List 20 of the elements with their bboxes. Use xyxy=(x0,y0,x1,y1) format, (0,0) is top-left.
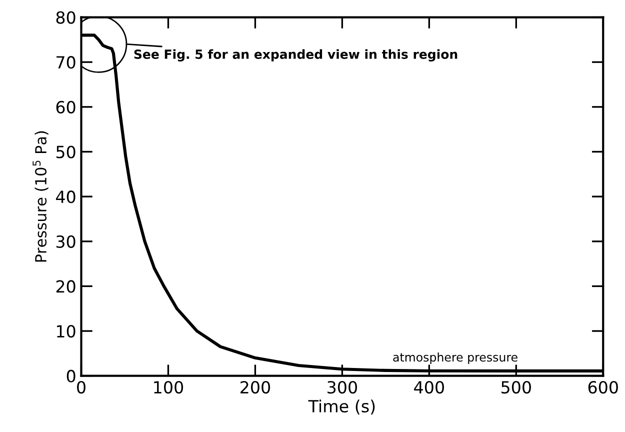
y-tick-label: 10 xyxy=(57,324,76,338)
x-axis-title: Time (s) xyxy=(308,400,375,414)
annotation: See Fig. 5 for an expanded view in this region xyxy=(134,49,458,62)
y-tick-label: 70 xyxy=(56,56,76,69)
y-tick-label: 20 xyxy=(56,280,76,293)
x-tick-label: 400 xyxy=(414,380,444,394)
y-tick-label: 80 xyxy=(56,11,76,24)
x-tick-label: 300 xyxy=(328,380,357,394)
annotation: atmosphere pressure xyxy=(393,352,518,364)
y-tick-label: 0 xyxy=(66,370,76,382)
y-tick-label: 30 xyxy=(56,235,76,248)
y-axis-title: Pressure (10$^{5}$ Pa) xyxy=(32,131,48,262)
x-tick-label: 600 xyxy=(588,380,618,394)
y-tick-label: 50 xyxy=(56,146,76,158)
y-tick-label: 40 xyxy=(56,190,76,204)
x-tick-label: 100 xyxy=(154,380,184,394)
x-tick-label: 0 xyxy=(77,380,86,394)
x-tick-label: 500 xyxy=(502,380,531,394)
y-tick-label: 60 xyxy=(56,100,76,114)
x-tick-label: 200 xyxy=(240,380,270,394)
